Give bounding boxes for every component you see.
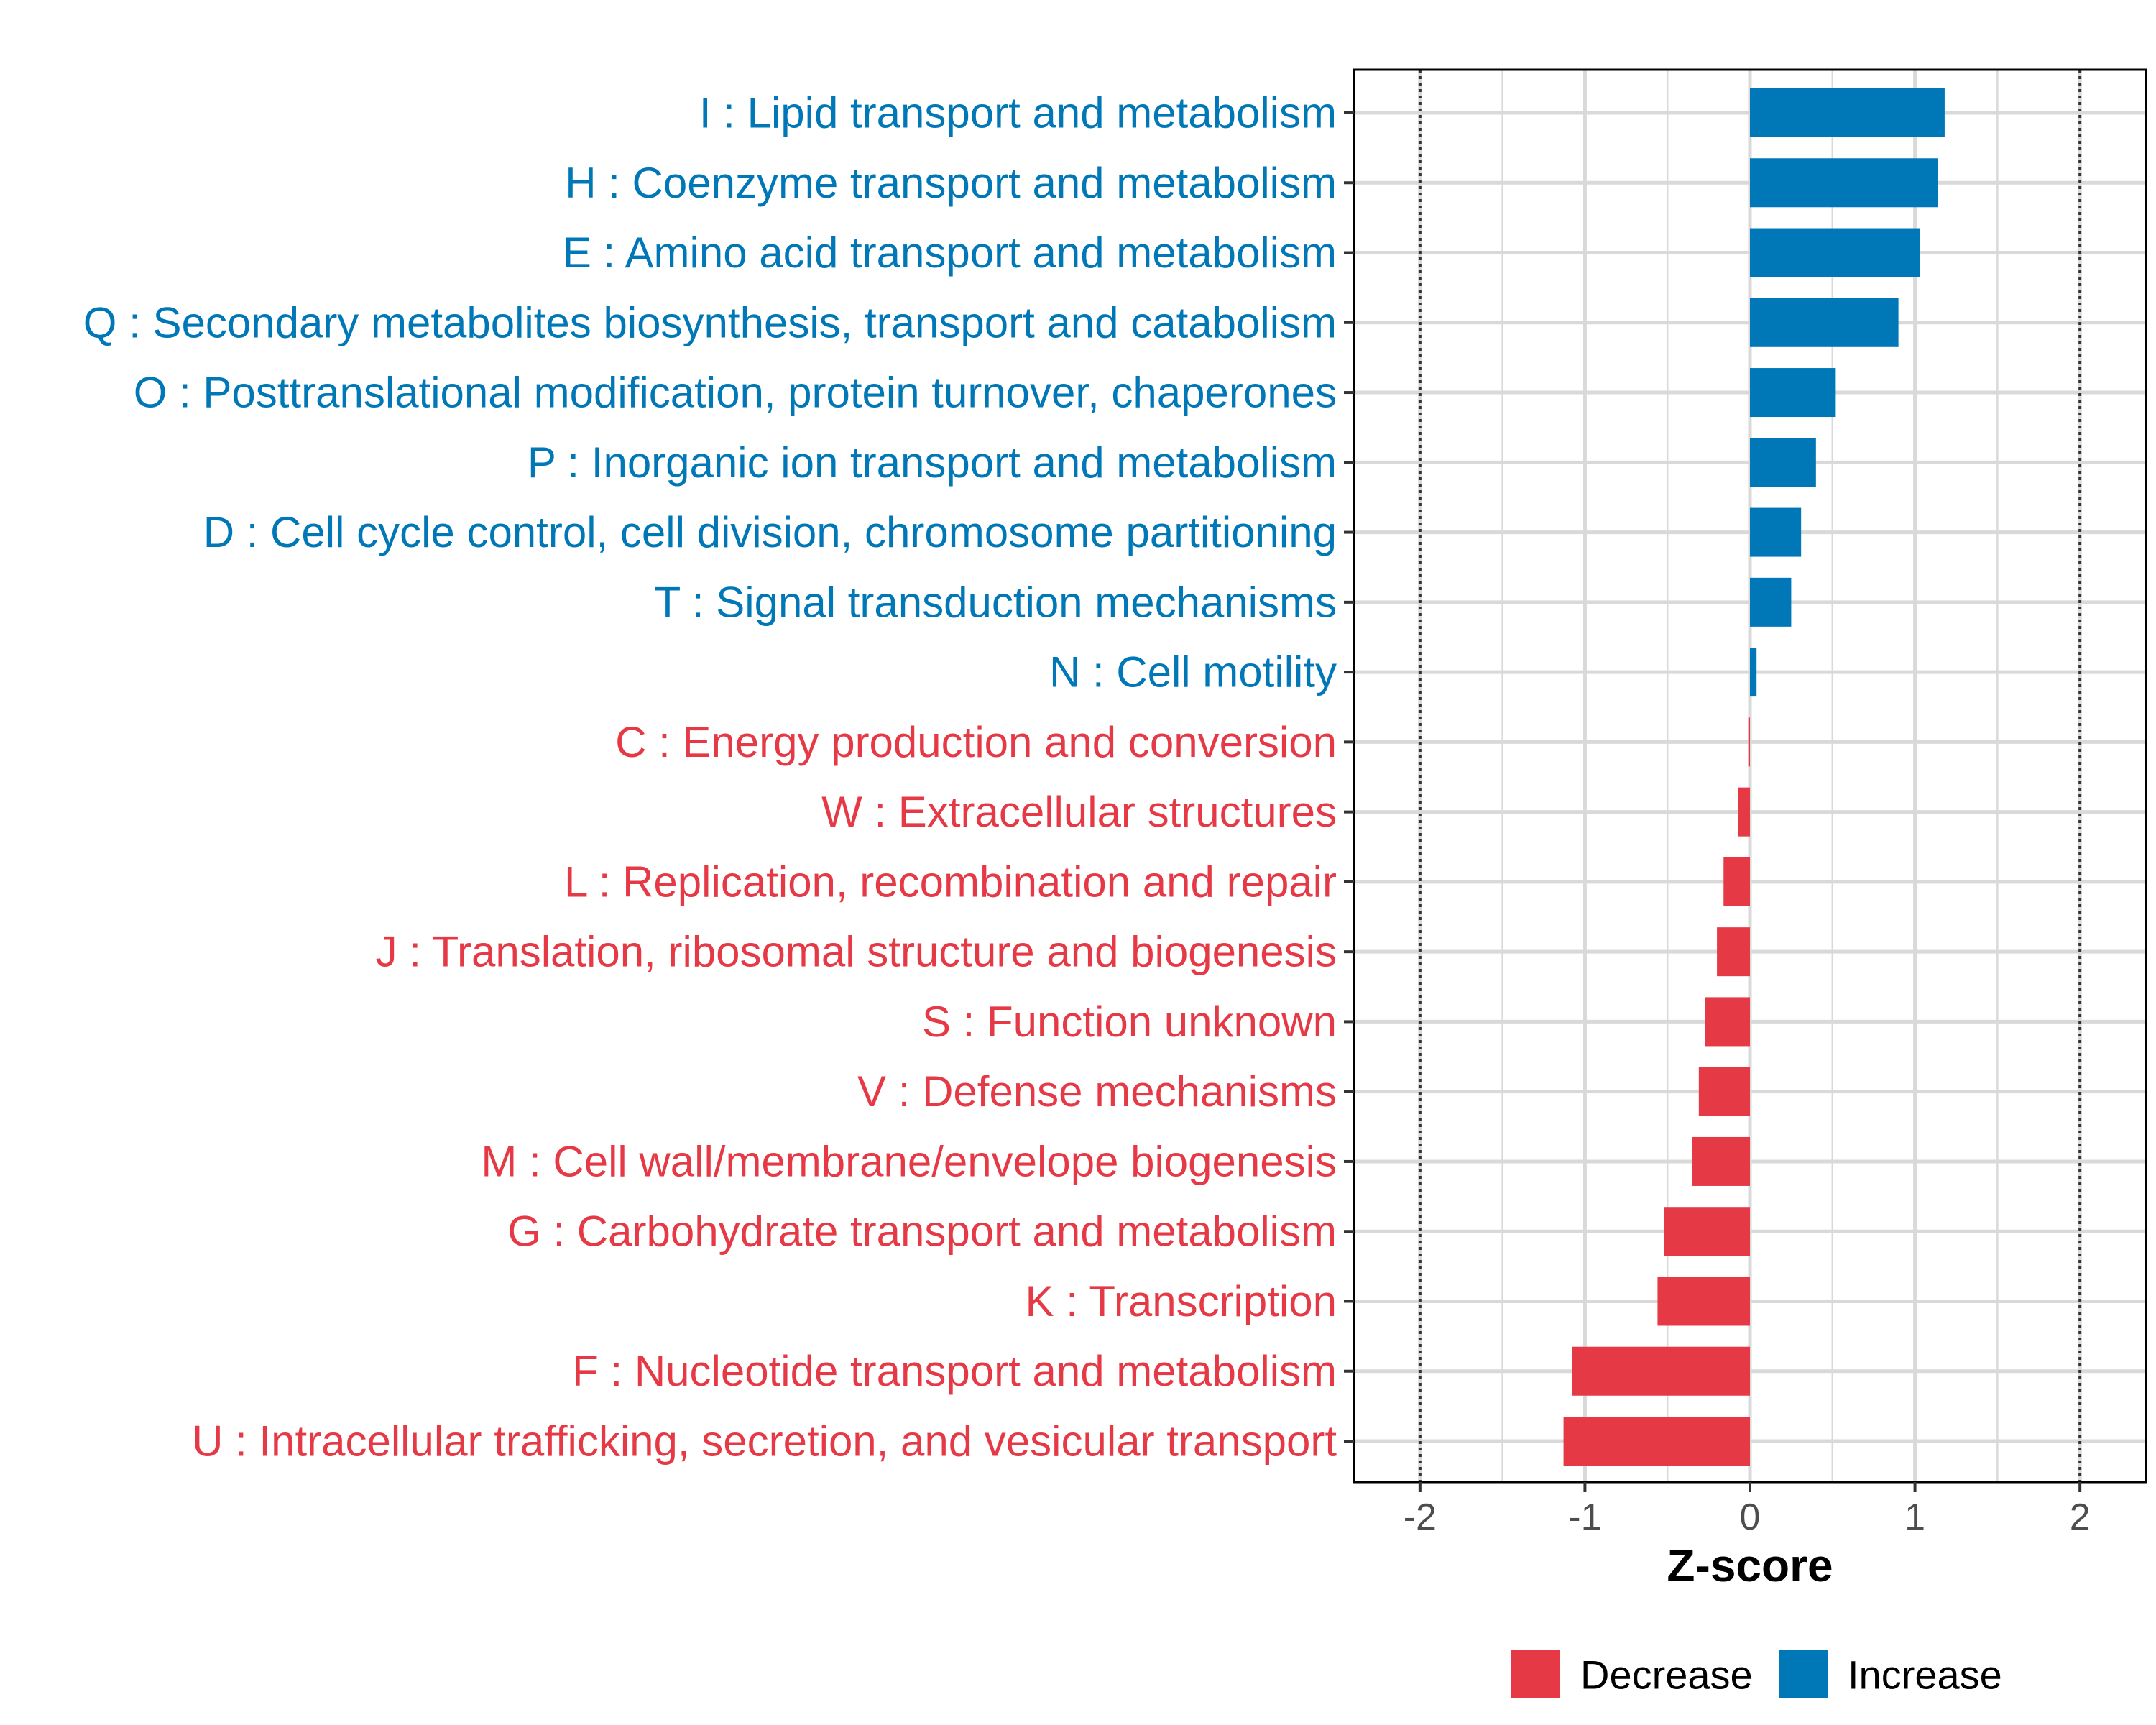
category-label: J : Translation, ribosomal structure and… [376,928,1337,976]
x-axis-title: Z-score [1667,1540,1833,1591]
y-axis: I : Lipid transport and metabolism H : Co… [83,89,1354,1466]
bar [1717,927,1750,977]
category-label: I : Lipid transport and metabolism [699,89,1337,137]
bar [1698,1067,1750,1116]
reference-lines [1418,70,2082,1482]
category-label: L : Replication, recombination and repai… [564,857,1337,906]
category-label: C : Energy production and conversion [615,718,1337,766]
category-label: D : Cell cycle control, cell division, c… [203,508,1337,556]
x-tick-label: 2 [2070,1496,2091,1538]
bar [1750,228,1920,277]
x-tick-label: 1 [1904,1496,1925,1538]
legend-label: Increase [1848,1652,2002,1698]
category-label: U : Intracellular trafficking, secretion… [192,1417,1337,1466]
bar [1750,507,1802,557]
category-label: F : Nucleotide transport and metabolism [572,1347,1337,1395]
category-label: H : Coenzyme transport and metabolism [565,159,1337,207]
category-label: W : Extracellular structures [821,788,1337,836]
category-label: Q : Secondary metabolites biosynthesis, … [83,298,1337,346]
bar [1723,857,1750,906]
category-label: V : Defense mechanisms [857,1067,1337,1116]
bar [1750,648,1757,697]
bar [1692,1136,1750,1186]
legend-swatch [1511,1650,1560,1698]
bar [1750,298,1899,347]
category-label: M : Cell wall/membrane/envelope biogenes… [481,1137,1337,1185]
category-label: G : Carbohydrate transport and metabolis… [507,1208,1337,1256]
category-label: E : Amino acid transport and metabolism [563,229,1337,277]
bar [1750,158,1938,208]
x-axis: -2 -1 0 1 2 [1404,1482,2091,1538]
category-label: N : Cell motility [1049,648,1337,696]
bar [1750,577,1792,627]
bar [1657,1276,1750,1326]
category-label: S : Function unknown [922,998,1337,1046]
bar [1705,997,1750,1046]
bar [1664,1207,1750,1256]
x-tick-label: -1 [1568,1496,1601,1538]
category-label: K : Transcription [1025,1277,1337,1325]
grid-layer [1354,70,2146,1482]
legend: Decrease Increase [1511,1650,2002,1698]
legend-label: Decrease [1580,1652,1753,1698]
bar [1750,88,1945,137]
bar [1563,1417,1750,1466]
category-label: O : Posttranslational modification, prot… [134,369,1337,417]
bar [1738,787,1750,837]
category-label: P : Inorganic ion transport and metaboli… [528,438,1337,487]
bar [1750,368,1836,418]
legend-swatch [1779,1650,1828,1698]
bars-layer [1563,88,1945,1466]
bar [1748,717,1750,767]
x-tick-label: -2 [1404,1496,1437,1538]
bar [1572,1346,1750,1396]
bar [1750,438,1816,487]
category-label: T : Signal transduction mechanisms [655,578,1337,626]
x-tick-label: 0 [1740,1496,1761,1538]
